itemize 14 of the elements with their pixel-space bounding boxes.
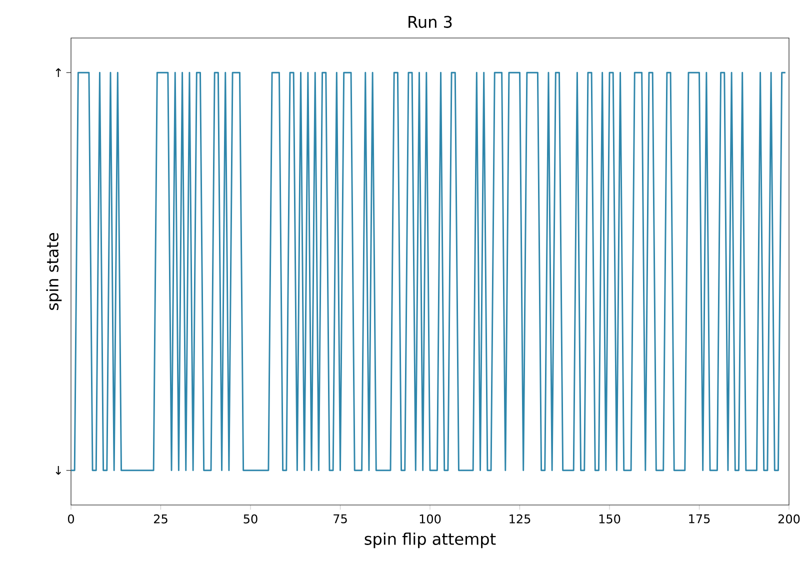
x-tick-label: 150 bbox=[599, 514, 620, 524]
x-tick-label: 175 bbox=[689, 514, 710, 524]
y-axis-title: spin state bbox=[46, 233, 62, 310]
chart-title: Run 3 bbox=[408, 16, 452, 28]
x-tick-label: 200 bbox=[778, 514, 800, 524]
x-tick-label: 50 bbox=[244, 514, 258, 524]
text: ↓ bbox=[56, 466, 61, 475]
text: ↑ bbox=[56, 68, 61, 77]
x-tick-label: 75 bbox=[334, 514, 347, 524]
x-tick-label: 100 bbox=[420, 514, 441, 524]
x-axis-title: spin flip attempt bbox=[364, 532, 496, 548]
x-tick-label: 125 bbox=[510, 514, 530, 524]
x-tick-label: 0 bbox=[68, 514, 74, 524]
x-tick-label: 25 bbox=[154, 514, 168, 524]
